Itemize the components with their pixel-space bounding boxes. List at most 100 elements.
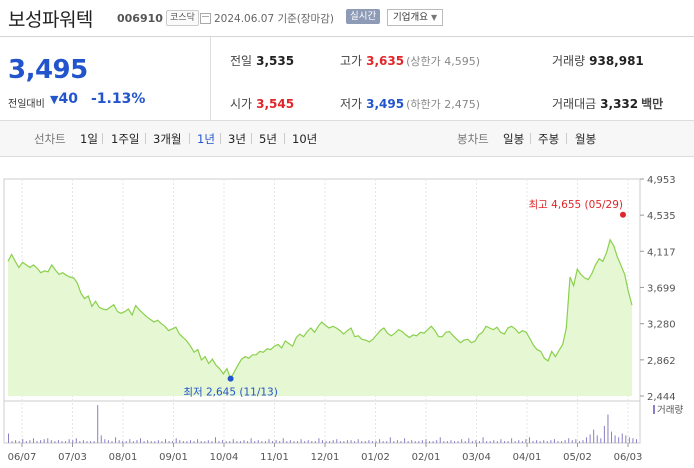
tab-divider [566,133,567,144]
volume-bar [632,438,634,443]
volume-bar [436,440,438,443]
volume-bar [272,441,274,443]
volume-bar [550,440,552,443]
volume-bar [218,441,220,443]
high-label: 고가 [340,54,363,68]
volume-bar [25,441,27,443]
upper-limit: (상한가 4,595) [406,55,480,68]
volume-bar [386,441,388,443]
volume-bar [61,441,63,443]
volume-bar [8,433,9,443]
volume-bar [468,438,470,443]
volume-bar [407,441,409,443]
volume-bar [464,441,466,443]
tab-divider [145,133,146,144]
realtime-button[interactable]: 실시간 [346,9,381,24]
volume-bar [536,440,538,443]
tab-divider [530,133,531,144]
tab-3m[interactable]: 3개월 [153,132,182,146]
market-badge: 코스닥 [166,10,199,26]
stock-code: 006910 [117,12,163,25]
y-tick-label: 4,117 [647,247,676,258]
volume-bar [450,440,452,443]
x-tick-label: 03/04 [462,452,491,463]
amount-value: 3,332 [600,97,639,111]
volume-bar [400,441,402,443]
volume-bar [304,441,306,443]
y-tick-label: 4,535 [647,211,676,222]
company-info-dropdown[interactable]: 기업개요 ▼ [387,9,444,26]
volume-bar [354,441,356,443]
x-tick-label: 10/04 [210,452,239,463]
tab-weekly[interactable]: 주봉 [538,132,560,146]
volume-bar [461,439,463,443]
y-tick-label: 2,862 [647,356,676,367]
volume-bar [211,441,213,443]
volume-bar [575,439,577,443]
volume-bar [454,441,456,443]
tab-1y[interactable]: 1년 [197,132,215,146]
volume-bar [439,437,441,443]
volume-bar [229,441,231,443]
tab-3y[interactable]: 3년 [228,132,246,146]
volume-bar [411,440,413,443]
open-value: 3,545 [256,97,295,111]
tab-1d[interactable]: 1일 [80,132,98,146]
volume-bar [457,441,459,443]
down-triangle-icon: ▼ [50,93,59,106]
volume-bar [489,441,491,443]
volume-bar [425,439,427,443]
volume-bar [125,441,127,443]
volume-bar [107,440,109,443]
volume-bar [543,440,545,443]
volume-bar [147,440,149,443]
stock-header: 보성파워텍 006910 코스닥 2024.06.07 기준(장마감) 실시간 … [0,0,694,34]
chevron-down-icon: ▼ [431,13,438,22]
change-value: ▼40 [50,91,78,107]
volume-bar [336,439,338,443]
current-price: 3,495 [8,55,88,85]
volume-bar [32,438,34,443]
stock-name: 보성파워텍 [8,9,93,31]
volume-bar [479,441,480,443]
volume-bar [603,425,605,443]
tab-divider [284,133,285,144]
volume-bar [371,441,373,443]
volume-bar [493,440,495,443]
company-info-label: 기업개요 [393,12,428,23]
change-percent: -1.13% [91,91,146,107]
volume-bar [18,441,20,443]
price-chart[interactable]: 4,953 4,535 4,117 3,699 3,280 2,862 2,444 06/07… [0,175,694,468]
x-tick-label: 06/03 [614,452,643,463]
volume-bar [496,441,498,443]
x-tick-label: 11/01 [260,452,289,463]
volume-bar [75,438,77,443]
tab-10y[interactable]: 10년 [292,132,318,146]
amount-unit: 백만 [641,97,664,111]
prev-close: 전일 3,535 [230,52,294,69]
volume-bar [511,438,513,443]
volume-bar [396,440,398,443]
volume-bar [546,441,548,443]
volume-bar [429,441,431,443]
tab-divider [251,133,252,144]
tab-5y[interactable]: 5년 [259,132,277,146]
price-area [8,239,632,396]
volume-bar [150,441,152,443]
volume-bar [289,440,291,443]
volume-bar [586,437,588,443]
volume-bar [346,440,348,443]
volume-bar [243,440,245,443]
volume-bar [350,440,352,443]
low-value: 3,495 [366,97,405,111]
tab-daily[interactable]: 일봉 [503,132,525,146]
tab-monthly[interactable]: 월봉 [575,132,597,146]
volume-bar [43,439,45,443]
volume-bar [47,438,49,443]
volume-bar [571,440,573,443]
volume-bar [97,405,99,443]
volume-bar [521,441,523,443]
volume-bar [36,441,38,443]
tab-1w[interactable]: 1주일 [111,132,140,146]
tab-divider [220,133,221,144]
